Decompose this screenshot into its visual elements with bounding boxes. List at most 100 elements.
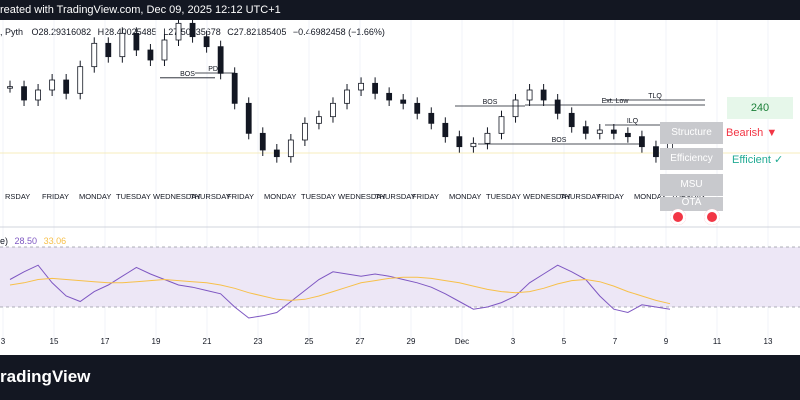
x-axis-tick-label: 17 — [101, 337, 110, 346]
rsi-line — [9, 264, 671, 319]
candle-body — [344, 89, 350, 104]
chart-header: reated with TradingView.com, Dec 09, 202… — [0, 0, 800, 20]
day-label: TUESDAY — [671, 192, 706, 201]
legend-high: H28.40025485 — [97, 27, 157, 37]
day-label: MONDAY — [79, 192, 111, 201]
candle-body — [428, 112, 435, 124]
x-axis-tick-label: 13 — [764, 337, 773, 346]
x-axis-tick-label: 5 — [562, 337, 567, 346]
x-axis-tick-label: Dec — [455, 337, 469, 346]
x-axis-tick-label: 27 — [356, 337, 365, 346]
day-label: WEDNESDAY — [338, 192, 386, 201]
candle-body — [400, 99, 407, 104]
candle-body — [442, 122, 449, 138]
structure-annotations: BOS PDL BOS Ext. Low TLQ ILQ BOS — [160, 66, 705, 145]
x-axis-tick-label: 29 — [407, 337, 416, 346]
day-label: WEDNESDAY — [153, 192, 201, 201]
panel-efficiency-label: Efficiency — [660, 148, 723, 170]
day-label: RSDAY — [5, 192, 30, 201]
legend-close: C27.82185405 — [227, 27, 287, 37]
candle-body — [316, 116, 322, 124]
price-chart[interactable]: BOS PDL BOS Ext. Low TLQ ILQ BOS RSDAY FRIDAY MO… — [0, 20, 800, 355]
candle-body — [231, 72, 238, 104]
annotation-label: TLQ — [648, 93, 662, 100]
x-axis-tick-label: 19 — [152, 337, 161, 346]
rsi-value: 28.50 — [14, 236, 38, 246]
legend-open: O28.29316082 — [31, 27, 92, 37]
candle-body — [259, 132, 266, 151]
candle-body — [596, 129, 603, 134]
time-axis[interactable]: 3 15 17 19 21 23 25 27 29 Dec 3 5 7 9 11 13 — [1, 337, 773, 346]
panel-structure-label: Structure — [660, 122, 723, 144]
candle-body — [526, 89, 533, 101]
us-flag-icon — [670, 209, 686, 225]
annotation-label: ILQ — [627, 118, 639, 125]
candle-body — [484, 132, 491, 144]
session-day-labels: RSDAY FRIDAY MONDAY TUESDAY WEDNESDAYTHURSDA… — [5, 192, 706, 201]
day-label: MONDAY — [634, 192, 666, 201]
day-label: FRIDAY — [42, 192, 69, 201]
day-label: THURSDAY — [560, 192, 601, 201]
candle-body — [287, 139, 294, 158]
annotation-label: PDL — [208, 66, 222, 73]
candle-body — [386, 92, 393, 101]
candle-body — [568, 112, 575, 128]
x-axis-tick-label: 25 — [305, 337, 314, 346]
rsi-ma-line — [9, 276, 671, 305]
day-label: FRIDAY — [227, 192, 254, 201]
day-label: FRIDAY — [597, 192, 624, 201]
candles — [7, 20, 673, 163]
candle-body — [161, 39, 168, 61]
x-axis-tick-label: 15 — [50, 337, 59, 346]
legend-prefix: , Pyth — [0, 27, 24, 37]
candle-body — [21, 86, 27, 101]
us-flag-icon — [704, 209, 720, 225]
footer-bar: radingView — [0, 355, 800, 400]
candle-body — [414, 102, 421, 114]
candle-body — [49, 79, 56, 91]
candle-body — [639, 136, 645, 148]
price-level-box: 240 — [727, 97, 793, 119]
candle-body — [91, 42, 98, 68]
candle-body — [301, 122, 308, 141]
candle-body — [512, 99, 519, 118]
candle-body — [7, 86, 13, 89]
legend-change: −0.46982458 (−1.66%) — [292, 27, 385, 37]
candle-body — [372, 82, 379, 94]
x-axis-tick-label: 3 — [511, 337, 516, 346]
tradingview-logo: radingView — [0, 367, 91, 386]
day-label: THURSDAY — [375, 192, 416, 201]
day-label: TUESDAY — [301, 192, 336, 201]
panel-structure-value: Bearish ▼ — [726, 127, 778, 139]
rsi-lines — [9, 264, 671, 319]
candle-body — [245, 102, 252, 134]
candle-body — [582, 126, 589, 134]
candle-body — [273, 149, 280, 158]
candle-body — [35, 89, 41, 101]
candle-body — [330, 102, 336, 118]
candle-body — [147, 49, 154, 61]
rsi-legend: e) 28.50 33.06 — [0, 236, 66, 246]
candle-body — [456, 136, 463, 148]
rsi-ma-value: 33.06 — [43, 236, 67, 246]
x-axis-tick-label: 11 — [713, 337, 722, 346]
day-label: MONDAY — [449, 192, 481, 201]
candle-body — [119, 32, 126, 58]
panel-ota-label: OTA — [660, 197, 723, 211]
rsi-band — [0, 247, 800, 307]
day-label: WEDNESDAY — [523, 192, 571, 201]
candle-body — [63, 79, 70, 94]
x-axis-tick-label: 9 — [664, 337, 669, 346]
candle-body — [203, 36, 210, 48]
day-label: THURSDAY — [190, 192, 231, 201]
candle-body — [105, 42, 112, 58]
day-label: TUESDAY — [116, 192, 151, 201]
candle-body — [610, 129, 617, 134]
candle-body — [624, 132, 631, 138]
candle-body — [77, 66, 84, 94]
rsi-legend-prefix: e) — [0, 236, 9, 246]
x-axis-tick-label: 21 — [203, 337, 212, 346]
day-label: MONDAY — [264, 192, 296, 201]
candle-body — [175, 22, 182, 41]
candle-body — [540, 89, 547, 101]
